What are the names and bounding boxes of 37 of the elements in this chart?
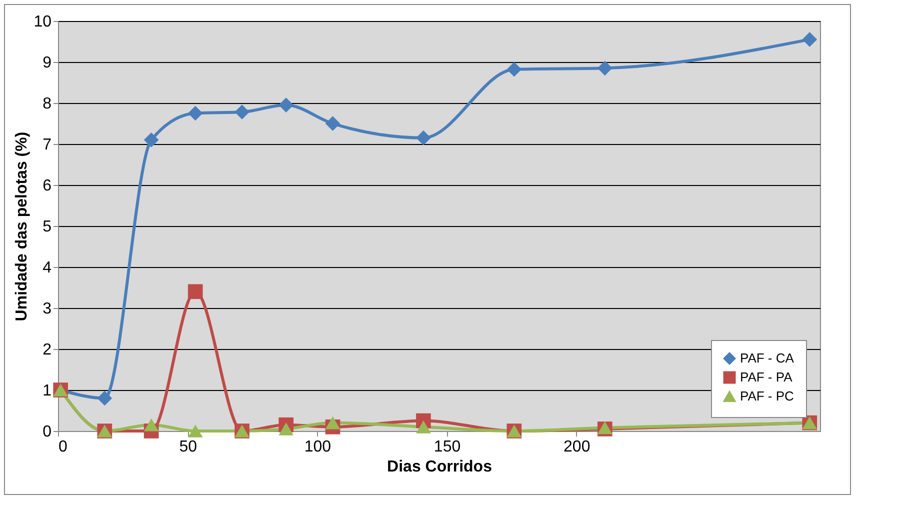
x-axis-title: Dias Corridos <box>387 458 492 476</box>
point <box>325 116 340 131</box>
point <box>802 32 818 47</box>
point <box>278 422 294 436</box>
y-tick-label: 1 <box>42 382 52 400</box>
point <box>325 416 340 430</box>
point <box>144 132 159 148</box>
y-tick-label: 2 <box>42 342 52 358</box>
y-tick-label: 3 <box>42 300 52 318</box>
x-tick-label: 0 <box>58 438 68 456</box>
y-tick-label: 10 <box>34 14 52 30</box>
point <box>416 420 431 434</box>
y-tick-label: 4 <box>42 260 52 276</box>
y-tick-label: 0 <box>42 424 52 440</box>
legend-label: PAF - CA <box>740 350 794 366</box>
point <box>188 424 203 438</box>
legend-label: PAF - PA <box>740 370 793 384</box>
x-tick-label: 200 <box>564 438 590 456</box>
point <box>278 98 294 112</box>
y-tick-label: 7 <box>42 136 52 154</box>
point <box>97 390 112 406</box>
y-tick-label: 5 <box>42 218 52 236</box>
y-tick-label: 8 <box>42 96 52 112</box>
point <box>597 60 612 76</box>
x-tick-label: 50 <box>179 438 198 456</box>
point <box>506 62 522 77</box>
x-tick-label: 150 <box>434 438 461 456</box>
point <box>144 418 159 432</box>
y-tick-label: 9 <box>42 54 52 72</box>
point <box>188 284 203 300</box>
point <box>188 106 203 121</box>
legend-label: PAF - PC <box>740 388 794 404</box>
y-axis-title: Umidade das pelotas (%) <box>14 132 31 322</box>
point <box>234 104 250 120</box>
y-tick-label: 6 <box>42 178 52 194</box>
x-tick-label: 100 <box>304 438 332 456</box>
point <box>416 130 431 146</box>
